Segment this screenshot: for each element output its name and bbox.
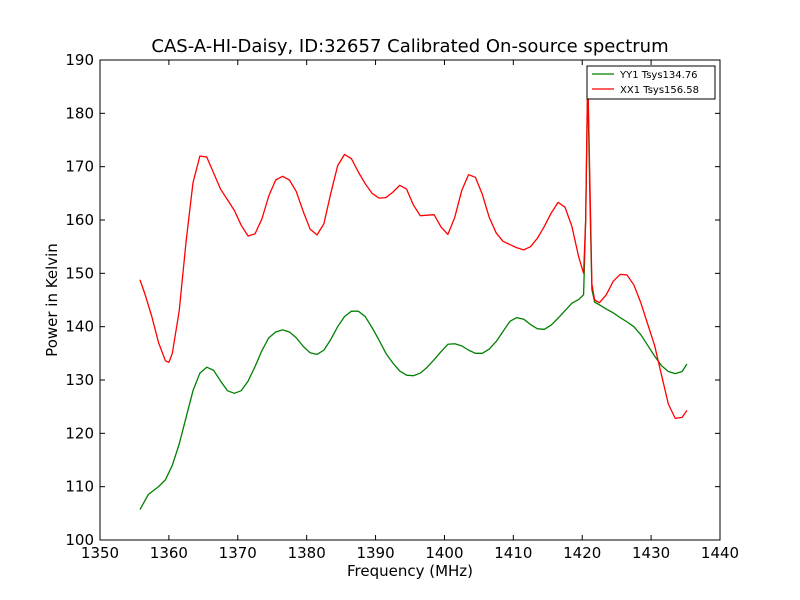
legend: YY1 Tsys134.76 XX1 Tsys156.58 — [586, 65, 716, 100]
x-tick-label: 1390 — [356, 544, 394, 562]
y-tick-label: 110 — [65, 478, 94, 496]
x-tick-label: 1380 — [288, 544, 326, 562]
y-tick-label: 160 — [65, 211, 94, 229]
y-tick-label: 190 — [65, 51, 94, 69]
x-tick-label: 1360 — [150, 544, 188, 562]
x-tick-label: 1420 — [563, 544, 601, 562]
x-tick-label: 1430 — [632, 544, 670, 562]
y-axis-ticks: 100 110 120 130 140 150 160 170 180 190 — [65, 51, 720, 549]
x-axis-label: Frequency (MHz) — [347, 562, 473, 580]
x-tick-label: 1350 — [81, 544, 119, 562]
chart-title: CAS-A-HI-Daisy, ID:32657 Calibrated On-s… — [151, 36, 668, 57]
y-axis-label: Power in Kelvin — [43, 243, 61, 357]
legend-label-yy1: YY1 Tsys134.76 — [619, 70, 698, 81]
x-tick-label: 1440 — [701, 544, 739, 562]
x-tick-label: 1410 — [494, 544, 532, 562]
series-layer — [139, 70, 688, 510]
legend-box — [586, 65, 716, 100]
y-tick-label: 100 — [65, 531, 94, 549]
y-tick-label: 170 — [65, 158, 94, 176]
legend-label-xx1: XX1 Tsys156.58 — [620, 85, 699, 96]
x-tick-label: 1370 — [219, 544, 257, 562]
series-line-yy1 — [139, 80, 688, 510]
y-tick-label: 130 — [65, 371, 94, 389]
x-axis-ticks: 1350 1360 1370 1380 1390 1400 1410 1420 1430 1440 — [81, 60, 739, 562]
x-tick-label: 1400 — [425, 544, 463, 562]
y-tick-label: 150 — [65, 264, 94, 282]
y-tick-label: 120 — [65, 424, 94, 442]
y-tick-label: 140 — [65, 318, 94, 336]
y-tick-label: 180 — [65, 104, 94, 122]
plot-frame — [99, 59, 721, 541]
series-line-xx1 — [139, 70, 688, 420]
